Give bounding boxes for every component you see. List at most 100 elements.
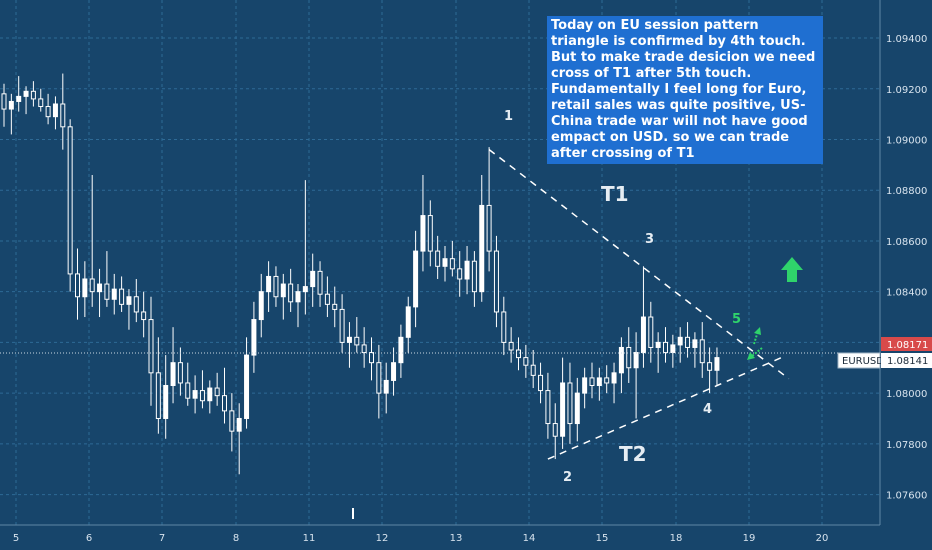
candle-body <box>405 306 411 338</box>
candle-body <box>16 95 22 102</box>
y-tick-label: 1.09000 <box>886 135 927 146</box>
price-axis-panel[interactable] <box>880 0 932 525</box>
candle-body <box>383 379 389 394</box>
candle-body <box>89 278 95 293</box>
candle-body <box>302 286 308 293</box>
candle-body <box>251 319 257 356</box>
candle-body <box>104 283 110 300</box>
x-tick-label: 19 <box>743 533 756 544</box>
time-axis-panel[interactable] <box>0 525 932 550</box>
candle-body <box>457 268 463 280</box>
candle-body <box>38 98 44 108</box>
candle-body <box>589 377 595 387</box>
candle-body <box>464 260 470 280</box>
annotation-box[interactable]: Today on EU session pattern triangle is … <box>547 16 823 164</box>
candle-body <box>324 293 330 305</box>
candle-body <box>75 273 80 298</box>
line-label-t2: T2 <box>619 442 647 466</box>
candle-body <box>677 336 683 346</box>
candle-body <box>442 258 448 267</box>
candle-body <box>538 374 544 392</box>
candle-body <box>346 336 352 343</box>
candle-body <box>111 288 117 300</box>
y-tick-label: 1.09400 <box>886 34 927 45</box>
candle-body <box>471 260 477 293</box>
x-tick-label: 11 <box>303 533 316 544</box>
y-tick-label: 1.09200 <box>886 85 927 96</box>
price-label-upper-text: 1.08171 <box>887 340 928 351</box>
trendline-t2 <box>547 356 782 460</box>
price-label-upper: 1.08171 <box>881 337 932 351</box>
small-down-arrow-icon <box>747 347 763 360</box>
candle-body <box>207 387 213 402</box>
x-axis-ticks: 5 6 7 8 11 12 13 14 15 18 19 20 <box>13 533 829 544</box>
x-tick-label: 13 <box>450 533 463 544</box>
candle-body <box>119 288 125 305</box>
symbol-tag: EURUSD <box>837 352 884 369</box>
price-label-lower-text: 1.08141 <box>887 356 928 367</box>
candle-body <box>155 372 161 419</box>
candle-body <box>361 344 367 354</box>
candle-body <box>8 100 14 110</box>
candle-body <box>258 291 264 321</box>
touch-label-1: 1 <box>504 109 513 124</box>
candle-body <box>288 283 294 303</box>
candle-body <box>199 390 205 402</box>
candle-body <box>567 382 573 425</box>
candle-body <box>596 377 602 387</box>
trendline-t1 <box>488 149 790 380</box>
annotation-text: Today on EU session pattern triangle is … <box>551 18 816 161</box>
up-arrow-icon <box>781 257 803 282</box>
candle-body <box>574 392 580 425</box>
candle-body <box>699 339 705 364</box>
candle-body <box>295 291 301 303</box>
candle-body <box>560 382 566 437</box>
candle-body <box>67 126 73 275</box>
x-tick-label: 5 <box>13 533 19 544</box>
candle-body <box>332 303 338 310</box>
candle-body <box>185 382 191 399</box>
candle-body <box>398 336 404 364</box>
candle-body <box>655 341 661 348</box>
candle-body <box>222 395 227 412</box>
candle-body <box>141 311 147 321</box>
price-label-lower: 1.08141 <box>881 353 932 368</box>
candle-body <box>354 336 360 346</box>
y-tick-label: 1.08600 <box>886 237 927 248</box>
y-tick-label: 1.07800 <box>886 440 927 451</box>
y-tick-label: 1.08800 <box>886 186 927 197</box>
x-tick-label: 18 <box>670 533 683 544</box>
candles <box>1 73 720 475</box>
candle-body <box>618 346 624 374</box>
candle-body <box>435 250 441 267</box>
candle-body <box>640 316 646 354</box>
candle-body <box>582 377 588 394</box>
candle-body <box>126 296 132 305</box>
y-tick-label: 1.08000 <box>886 389 927 400</box>
y-tick-label: 1.08400 <box>886 288 927 299</box>
touch-label-4: 4 <box>703 402 712 417</box>
candle-body <box>633 352 639 369</box>
candle-body <box>82 278 88 298</box>
grid <box>0 0 880 525</box>
candle-body <box>229 410 235 432</box>
candle-body <box>273 275 279 298</box>
small-up-arrow-icon <box>753 327 761 345</box>
x-tick-label: 20 <box>816 533 829 544</box>
candle-body <box>670 344 676 354</box>
x-tick-label: 12 <box>376 533 389 544</box>
candle-body <box>97 283 103 293</box>
y-tick-label: 1.07600 <box>886 491 927 502</box>
candle-body <box>30 90 36 100</box>
candle-body <box>236 417 242 432</box>
candle-body <box>369 352 374 364</box>
trendlines <box>488 149 790 460</box>
symbol-tag-text: EURUSD <box>842 356 884 367</box>
candle-body <box>420 215 426 252</box>
candle-body <box>479 204 485 293</box>
candle-body <box>376 362 382 394</box>
candle-body <box>280 283 286 298</box>
candle-body <box>177 362 183 384</box>
line-label-t1: T1 <box>601 182 629 206</box>
x-tick-label: 6 <box>86 533 92 544</box>
